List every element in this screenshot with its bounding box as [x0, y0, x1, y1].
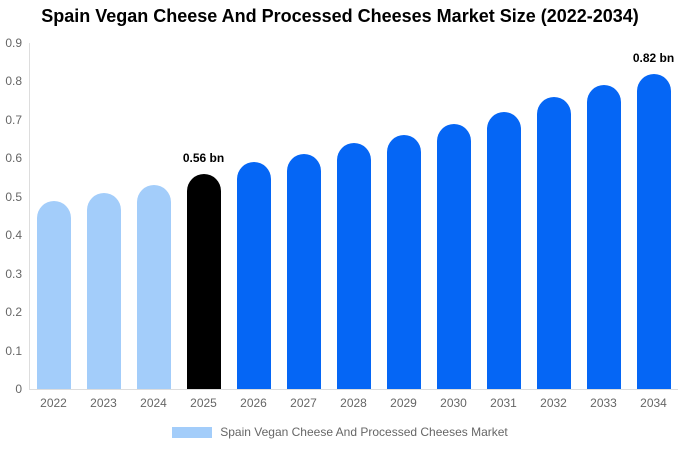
x-tick-label-2028: 2028	[340, 396, 367, 410]
bar-2028[interactable]	[336, 142, 371, 389]
legend[interactable]: Spain Vegan Cheese And Processed Cheeses…	[0, 425, 680, 439]
y-tick-label-0.7: 0.7	[5, 112, 22, 127]
bar-2023[interactable]	[86, 192, 121, 389]
y-tick-label-0.3: 0.3	[5, 266, 22, 281]
x-tick-label-2033: 2033	[590, 396, 617, 410]
chart-title: Spain Vegan Cheese And Processed Cheeses…	[41, 6, 639, 26]
bar-2032[interactable]	[536, 96, 571, 389]
x-tick-label-2025: 2025	[190, 396, 217, 410]
data-label-2034: 0.82 bn	[632, 50, 675, 65]
y-tick-label-0.8: 0.8	[5, 74, 22, 89]
y-tick-label-0.5: 0.5	[5, 189, 22, 204]
bar-2029[interactable]	[386, 135, 421, 389]
bar-2027[interactable]	[286, 154, 321, 389]
y-tick-label-0.2: 0.2	[5, 305, 22, 320]
bar-2024[interactable]	[136, 185, 171, 389]
y-tick-label-0.4: 0.4	[5, 228, 22, 243]
legend-label: Spain Vegan Cheese And Processed Cheeses…	[220, 425, 508, 439]
y-tick-label-0.9: 0.9	[5, 36, 22, 50]
bar-2022[interactable]	[36, 200, 71, 389]
legend-swatch	[172, 426, 213, 438]
bar-2033[interactable]	[586, 85, 621, 389]
x-tick-label-2030: 2030	[440, 396, 467, 410]
x-tick-label-2031: 2031	[490, 396, 517, 410]
data-label-2025: 0.56 bn	[182, 150, 225, 165]
bar-2031[interactable]	[486, 112, 521, 389]
y-tick-label-0: 0	[15, 382, 22, 396]
x-axis-line	[29, 389, 678, 390]
bar-2034[interactable]	[636, 73, 671, 389]
y-axis-line	[29, 43, 30, 389]
x-tick-label-2034: 2034	[640, 396, 667, 410]
x-tick-label-2027: 2027	[290, 396, 317, 410]
y-tick-label-0.6: 0.6	[5, 151, 22, 166]
x-tick-label-2024: 2024	[140, 396, 167, 410]
bar-2026[interactable]	[236, 162, 271, 389]
y-tick-label-0.1: 0.1	[5, 343, 22, 358]
bar-2025[interactable]	[186, 173, 221, 389]
x-tick-label-2029: 2029	[390, 396, 417, 410]
bar-2030[interactable]	[436, 123, 471, 389]
x-tick-label-2026: 2026	[240, 396, 267, 410]
x-tick-label-2023: 2023	[90, 396, 117, 410]
x-tick-label-2022: 2022	[40, 396, 67, 410]
x-tick-label-2032: 2032	[540, 396, 567, 410]
